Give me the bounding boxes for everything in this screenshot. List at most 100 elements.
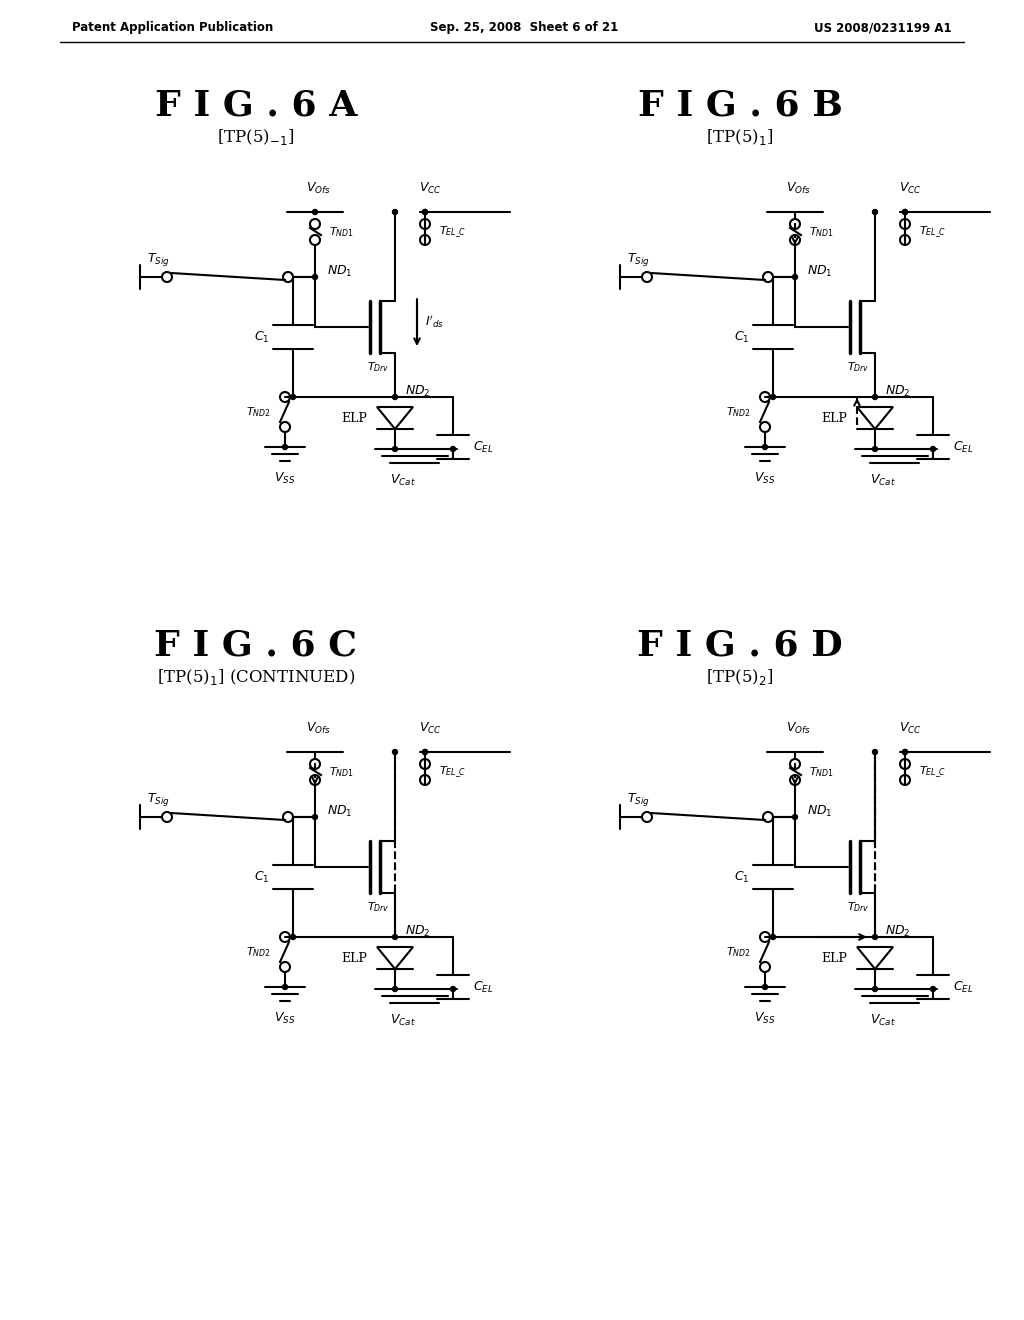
Circle shape	[872, 986, 878, 991]
Text: $V_{SS}$: $V_{SS}$	[755, 1011, 776, 1026]
Text: $T_{Drv}$: $T_{Drv}$	[847, 360, 869, 374]
Text: $C_{EL}$: $C_{EL}$	[473, 440, 494, 454]
Text: $T_{Drv}$: $T_{Drv}$	[367, 360, 389, 374]
Text: $V_{Cat}$: $V_{Cat}$	[870, 1012, 896, 1028]
Circle shape	[770, 935, 775, 940]
Circle shape	[312, 814, 317, 820]
Text: $V_{Cat}$: $V_{Cat}$	[390, 1012, 416, 1028]
Circle shape	[872, 935, 878, 940]
Circle shape	[872, 446, 878, 451]
Text: $V_{Ofs}$: $V_{Ofs}$	[785, 721, 810, 737]
Circle shape	[312, 275, 317, 280]
Text: Sep. 25, 2008  Sheet 6 of 21: Sep. 25, 2008 Sheet 6 of 21	[430, 21, 618, 34]
Circle shape	[423, 210, 427, 214]
Text: [TP(5)$_1$]: [TP(5)$_1$]	[707, 127, 774, 147]
Text: $C_{EL}$: $C_{EL}$	[473, 979, 494, 994]
Text: $T_{ND1}$: $T_{ND1}$	[329, 766, 354, 779]
Circle shape	[872, 750, 878, 755]
Text: $T_{ND2}$: $T_{ND2}$	[246, 405, 271, 418]
Circle shape	[451, 446, 456, 451]
Text: $T_{Sig}$: $T_{Sig}$	[627, 251, 650, 268]
Circle shape	[283, 445, 288, 450]
Text: ELP: ELP	[341, 952, 367, 965]
Circle shape	[793, 275, 798, 280]
Text: $T_{ND2}$: $T_{ND2}$	[726, 405, 751, 418]
Circle shape	[392, 750, 397, 755]
Text: $C_{EL}$: $C_{EL}$	[953, 440, 974, 454]
Text: $V_{SS}$: $V_{SS}$	[755, 471, 776, 486]
Circle shape	[423, 750, 427, 755]
Circle shape	[451, 986, 456, 991]
Text: $ND_1$: $ND_1$	[807, 264, 833, 279]
Circle shape	[291, 395, 296, 400]
Circle shape	[872, 210, 878, 214]
Text: $T_{ND1}$: $T_{ND1}$	[809, 226, 834, 239]
Text: $V_{Cat}$: $V_{Cat}$	[870, 473, 896, 488]
Text: [TP(5)$_1$] (CONTINUED): [TP(5)$_1$] (CONTINUED)	[157, 667, 355, 686]
Text: F I G . 6 C: F I G . 6 C	[155, 628, 357, 663]
Circle shape	[763, 985, 768, 990]
Text: $C_1$: $C_1$	[254, 330, 269, 345]
Circle shape	[392, 986, 397, 991]
Text: $I'_{ds}$: $I'_{ds}$	[425, 314, 444, 330]
Text: $C_1$: $C_1$	[733, 870, 749, 884]
Text: $T_{EL\_C}$: $T_{EL\_C}$	[439, 764, 466, 780]
Text: F I G . 6 D: F I G . 6 D	[637, 628, 843, 663]
Circle shape	[902, 750, 907, 755]
Text: $T_{Drv}$: $T_{Drv}$	[367, 900, 389, 913]
Text: $ND_1$: $ND_1$	[807, 804, 833, 818]
Text: $T_{Sig}$: $T_{Sig}$	[627, 791, 650, 808]
Circle shape	[931, 446, 936, 451]
Text: $C_{EL}$: $C_{EL}$	[953, 979, 974, 994]
Circle shape	[283, 985, 288, 990]
Circle shape	[423, 210, 427, 214]
Text: $ND_2$: $ND_2$	[406, 924, 430, 939]
Text: $V_{CC}$: $V_{CC}$	[419, 721, 441, 737]
Text: $T_{ND2}$: $T_{ND2}$	[246, 945, 271, 958]
Text: $V_{Ofs}$: $V_{Ofs}$	[785, 181, 810, 195]
Text: $ND_1$: $ND_1$	[327, 264, 352, 279]
Circle shape	[763, 445, 768, 450]
Text: $V_{SS}$: $V_{SS}$	[274, 471, 296, 486]
Text: $ND_2$: $ND_2$	[406, 383, 430, 399]
Text: $ND_2$: $ND_2$	[885, 383, 910, 399]
Text: $V_{Ofs}$: $V_{Ofs}$	[305, 721, 331, 737]
Text: ELP: ELP	[341, 412, 367, 425]
Text: $ND_1$: $ND_1$	[327, 804, 352, 818]
Circle shape	[423, 750, 427, 755]
Text: $V_{CC}$: $V_{CC}$	[419, 181, 441, 195]
Text: $T_{Sig}$: $T_{Sig}$	[147, 791, 170, 808]
Text: $C_1$: $C_1$	[254, 870, 269, 884]
Text: [TP(5)$_{-1}$]: [TP(5)$_{-1}$]	[217, 127, 295, 147]
Circle shape	[392, 446, 397, 451]
Circle shape	[392, 935, 397, 940]
Text: ELP: ELP	[821, 952, 847, 965]
Circle shape	[902, 210, 907, 214]
Circle shape	[872, 395, 878, 400]
Text: $T_{ND2}$: $T_{ND2}$	[726, 945, 751, 958]
Text: $T_{ND1}$: $T_{ND1}$	[809, 766, 834, 779]
Text: F I G . 6 B: F I G . 6 B	[638, 88, 843, 121]
Text: $V_{SS}$: $V_{SS}$	[274, 1011, 296, 1026]
Text: $V_{Cat}$: $V_{Cat}$	[390, 473, 416, 488]
Text: $V_{CC}$: $V_{CC}$	[899, 181, 922, 195]
Text: $T_{EL\_C}$: $T_{EL\_C}$	[919, 224, 946, 240]
Text: $ND_2$: $ND_2$	[885, 924, 910, 939]
Text: ELP: ELP	[821, 412, 847, 425]
Circle shape	[392, 395, 397, 400]
Text: $T_{EL\_C}$: $T_{EL\_C}$	[919, 764, 946, 780]
Text: $T_{ND1}$: $T_{ND1}$	[329, 226, 354, 239]
Text: $V_{CC}$: $V_{CC}$	[899, 721, 922, 737]
Circle shape	[291, 935, 296, 940]
Text: F I G . 6 A: F I G . 6 A	[155, 88, 357, 121]
Circle shape	[902, 210, 907, 214]
Circle shape	[902, 750, 907, 755]
Circle shape	[392, 210, 397, 214]
Circle shape	[770, 395, 775, 400]
Text: Patent Application Publication: Patent Application Publication	[72, 21, 273, 34]
Circle shape	[312, 210, 317, 214]
Text: $T_{EL\_C}$: $T_{EL\_C}$	[439, 224, 466, 240]
Text: $V_{Ofs}$: $V_{Ofs}$	[305, 181, 331, 195]
Text: [TP(5)$_2$]: [TP(5)$_2$]	[707, 667, 774, 686]
Circle shape	[931, 986, 936, 991]
